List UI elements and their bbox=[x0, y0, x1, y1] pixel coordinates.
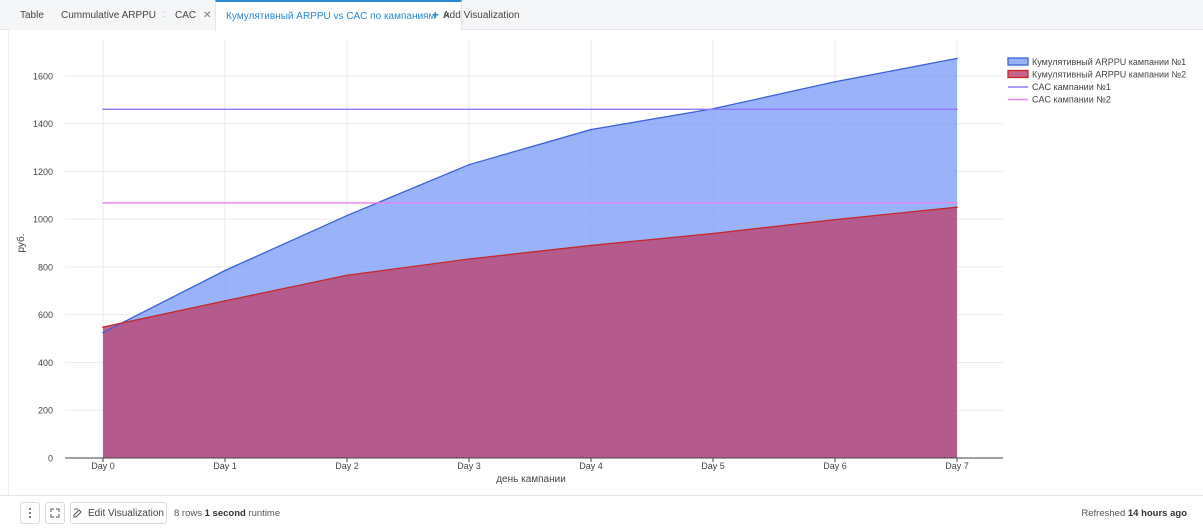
y-tick-label: 600 bbox=[38, 310, 53, 320]
y-tick-label: 400 bbox=[38, 358, 53, 368]
tab-label: Cummulative ARPPU bbox=[61, 9, 157, 21]
add-visualization-label: Add Visualization bbox=[443, 9, 520, 21]
data-point bbox=[346, 274, 348, 277]
y-tick-label: 0 bbox=[48, 454, 53, 464]
data-point bbox=[956, 57, 958, 60]
tab-arppu-vs-cac[interactable]: Кумулятивный ARPPU vs CAC по кампаниям ✕ bbox=[215, 0, 462, 31]
data-point bbox=[834, 202, 836, 204]
chart-lines bbox=[102, 57, 958, 334]
legend-swatch bbox=[1007, 57, 1029, 66]
legend-swatch bbox=[1007, 69, 1029, 79]
tab-cac[interactable]: CAC ✕ bbox=[165, 0, 223, 30]
data-point bbox=[956, 108, 958, 111]
series-area-2 bbox=[103, 207, 957, 458]
x-tick-label: Day 0 bbox=[91, 461, 115, 471]
refreshed-info: Refreshed 14 hours ago bbox=[1081, 508, 1187, 519]
data-point bbox=[468, 163, 470, 166]
data-point bbox=[712, 202, 714, 204]
data-point bbox=[346, 214, 348, 217]
expand-icon bbox=[50, 508, 60, 518]
data-point bbox=[956, 206, 958, 208]
tab-table[interactable]: Table bbox=[10, 0, 55, 30]
plus-icon: + bbox=[432, 8, 440, 22]
data-point bbox=[102, 108, 104, 111]
chart-legend: Кумулятивный ARPPU кампании №1 Кумулятивн… bbox=[1007, 57, 1186, 105]
tab-label: Table bbox=[20, 9, 44, 21]
data-point bbox=[590, 128, 592, 131]
x-tick-label: Day 2 bbox=[335, 461, 359, 471]
refreshed-time: 14 hours ago bbox=[1127, 508, 1187, 519]
edit-icon bbox=[73, 508, 82, 518]
y-tick-label: 1400 bbox=[33, 119, 53, 129]
data-point bbox=[590, 202, 592, 204]
x-tick-label: Day 6 bbox=[823, 461, 847, 471]
y-axis-title: руб. bbox=[15, 233, 27, 252]
x-tick-label: Day 5 bbox=[701, 461, 725, 471]
data-point bbox=[346, 202, 348, 204]
y-tick-label: 1000 bbox=[33, 215, 53, 225]
series-line-1 bbox=[102, 57, 958, 334]
close-icon[interactable]: ✕ bbox=[442, 11, 451, 22]
edit-visualization-button[interactable]: Edit Visualization bbox=[70, 502, 167, 524]
chart-axes: 0 200 400 600 800 1000 1200 1400 1600 Day 0 Day 1 D… bbox=[15, 71, 1003, 485]
runtime-label: runtime bbox=[248, 508, 281, 519]
legend-item: Кумулятивный ARPPU кампании №2 bbox=[1007, 69, 1186, 80]
visualization-tab-bar: Table Cummulative ARPPU ✕ CAC ✕ Кумуляти… bbox=[0, 0, 1203, 31]
data-point bbox=[224, 300, 226, 302]
data-point bbox=[468, 258, 470, 260]
visualization-content bbox=[8, 30, 1203, 495]
rows-count: 8 rows bbox=[174, 508, 202, 519]
data-point bbox=[712, 232, 714, 235]
tab-cummulative-arppu[interactable]: Cummulative ARPPU ✕ bbox=[51, 0, 183, 30]
data-point bbox=[590, 108, 592, 111]
runtime-value: 1 second bbox=[204, 508, 246, 519]
legend-label: Кумулятивный ARPPU кампании №1 bbox=[1032, 57, 1186, 67]
x-tick-label: Day 7 bbox=[945, 461, 969, 471]
data-point bbox=[834, 108, 836, 111]
data-point bbox=[102, 331, 104, 334]
legend-item: CAC кампании №1 bbox=[1008, 82, 1111, 92]
y-tick-label: 1600 bbox=[33, 71, 53, 81]
legend-item: Кумулятивный ARPPU кампании №1 bbox=[1007, 57, 1186, 67]
legend-item: CAC кампании №2 bbox=[1008, 95, 1111, 105]
visualization-footer: Edit Visualization 8 rows 1 second runti… bbox=[0, 495, 1203, 529]
add-visualization-button[interactable]: + Add Visualization bbox=[424, 0, 528, 30]
data-point bbox=[102, 326, 104, 328]
data-point bbox=[224, 108, 226, 111]
x-axis-title: день кампании bbox=[496, 474, 566, 485]
legend-label: Кумулятивный ARPPU кампании №2 bbox=[1032, 70, 1186, 80]
y-tick-label: 200 bbox=[38, 406, 53, 416]
x-tick-label: Day 1 bbox=[213, 461, 237, 471]
x-tick-label: Day 3 bbox=[457, 461, 481, 471]
more-options-button[interactable] bbox=[20, 502, 40, 524]
data-point bbox=[346, 108, 348, 111]
data-point bbox=[224, 269, 226, 272]
tab-label: Кумулятивный ARPPU vs CAC по кампаниям bbox=[226, 11, 436, 22]
data-point bbox=[712, 108, 714, 111]
data-point bbox=[224, 202, 226, 204]
chart-areas bbox=[103, 58, 957, 458]
y-tick-label: 1200 bbox=[33, 167, 53, 177]
data-point bbox=[468, 202, 470, 204]
vertical-dots-icon bbox=[29, 508, 31, 518]
edit-visualization-label: Edit Visualization bbox=[88, 507, 164, 519]
data-point bbox=[834, 218, 836, 221]
refreshed-prefix: Refreshed bbox=[1081, 508, 1126, 519]
data-point bbox=[102, 202, 104, 204]
data-point bbox=[834, 81, 836, 83]
data-point bbox=[468, 108, 470, 111]
expand-button[interactable] bbox=[45, 502, 65, 524]
y-tick-label: 800 bbox=[38, 262, 53, 272]
legend-label: CAC кампании №2 bbox=[1032, 95, 1111, 105]
area-chart: 0 200 400 600 800 1000 1200 1400 1600 Day 0 Day 1 D… bbox=[15, 40, 1186, 485]
data-point bbox=[956, 202, 958, 204]
close-icon[interactable]: ✕ bbox=[203, 9, 212, 21]
legend-label: CAC кампании №1 bbox=[1032, 82, 1111, 92]
series-line-2 bbox=[102, 206, 958, 328]
data-point bbox=[590, 244, 592, 247]
x-tick-label: Day 4 bbox=[579, 461, 603, 471]
rows-runtime-info: 8 rows 1 second runtime bbox=[174, 508, 280, 519]
tab-label: CAC bbox=[175, 9, 197, 21]
